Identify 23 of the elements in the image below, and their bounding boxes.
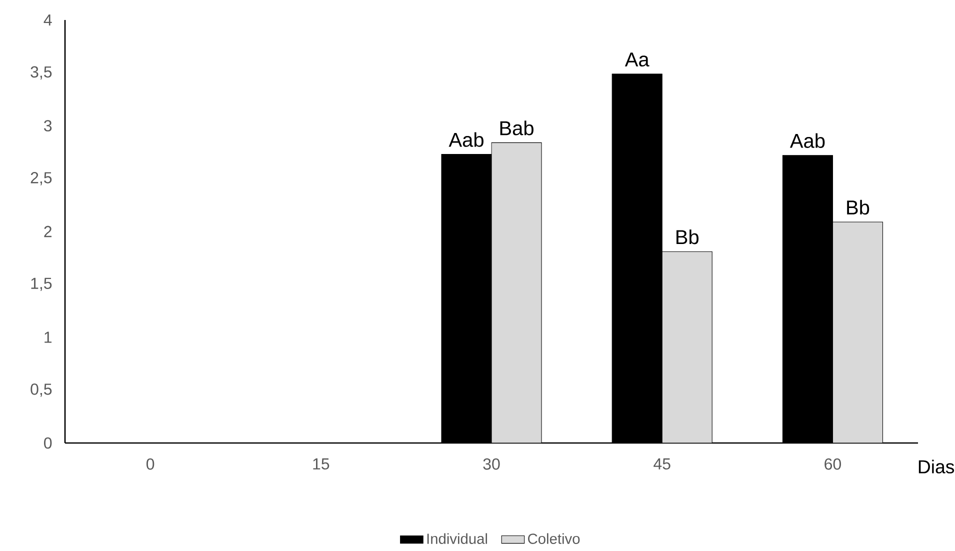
x-tick-label: 30 [483,458,500,470]
x-axis-title: Dias [918,460,954,474]
x-tick-label: 45 [654,458,670,470]
annotation: Bab [500,120,534,136]
legend-label: Coletivo [528,533,580,544]
y-tick-label: 1,5 [31,278,52,291]
y-tick-label: 4 [44,14,52,26]
y-tick-label: 1 [44,332,52,343]
y-tick-label: 0 [44,437,52,449]
annotation: Aab [790,133,825,148]
y-tick-label: 0,5 [30,384,52,397]
y-tick-label: 3,5 [30,66,52,80]
annotation: Aa [624,52,650,67]
x-tick-label: 15 [313,458,330,470]
y-tick-label: 3 [44,120,52,132]
x-tick-label: 60 [824,458,841,470]
y-tick-label: 2 [44,226,52,238]
y-tick-label: 2,5 [30,172,52,186]
annotation: Bb [676,230,699,244]
annotation: Bb [847,200,870,215]
legend-label: Individual [427,533,488,544]
x-tick-label: 0 [146,458,154,470]
annotation: Aab [448,132,484,147]
